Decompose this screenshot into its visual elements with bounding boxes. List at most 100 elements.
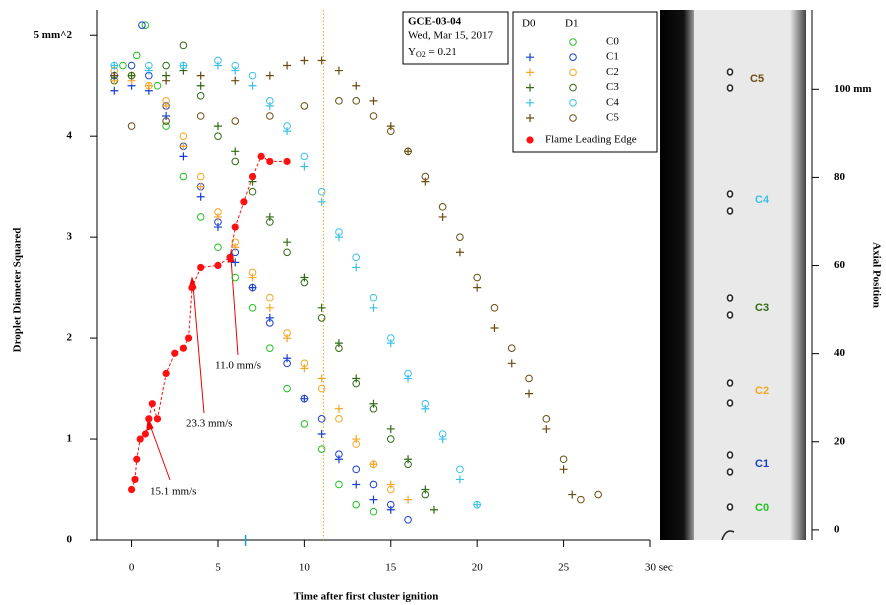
- flame-point: [128, 486, 135, 493]
- point: [197, 214, 204, 221]
- point: [249, 284, 257, 292]
- photo-dark-strip: [660, 10, 694, 540]
- point: [120, 62, 127, 69]
- legend-label: C3: [606, 81, 619, 93]
- point: [508, 345, 515, 352]
- point: [560, 456, 567, 463]
- point: [457, 234, 464, 241]
- point: [110, 87, 118, 95]
- point: [266, 304, 274, 312]
- point: [336, 98, 343, 105]
- y2-tick-label: 0: [834, 523, 840, 535]
- y-tick-label: 4: [67, 130, 73, 142]
- point: [232, 118, 239, 125]
- point: [318, 446, 325, 453]
- flame-point: [214, 262, 221, 269]
- point: [578, 496, 585, 503]
- point: [197, 183, 205, 191]
- point: [267, 345, 274, 352]
- point: [318, 315, 325, 322]
- point: [318, 374, 326, 382]
- point: [370, 113, 377, 120]
- point: [352, 480, 360, 488]
- info-y: Y: [408, 46, 416, 58]
- point: [318, 416, 325, 423]
- point: [353, 501, 360, 508]
- legend-label: C0: [606, 36, 619, 48]
- point: [318, 430, 326, 438]
- info-y-value: = 0.21: [426, 46, 457, 58]
- legend-label: C5: [606, 112, 619, 124]
- y2-tick-label: 20: [834, 435, 846, 447]
- photo-panel: [660, 10, 806, 540]
- point: [370, 97, 378, 105]
- series: [110, 82, 395, 514]
- point: [249, 188, 256, 195]
- point: [197, 193, 205, 201]
- flame-point: [232, 223, 239, 230]
- series: [110, 62, 481, 509]
- y2-axis-title: Axial Position: [870, 242, 882, 308]
- info-date: Wed, Mar 15, 2017: [408, 30, 493, 42]
- point: [526, 375, 533, 382]
- x-tick-label: 0: [129, 562, 135, 574]
- point: [283, 238, 291, 246]
- point: [318, 188, 325, 195]
- point: [300, 56, 308, 64]
- point: [473, 284, 481, 292]
- point: [525, 390, 533, 398]
- point: [300, 395, 308, 403]
- point: [133, 52, 140, 59]
- point: [283, 62, 291, 70]
- x-tick-label: 30 sec: [645, 562, 673, 574]
- point: [179, 62, 187, 70]
- point: [215, 133, 222, 140]
- flame-point: [149, 400, 156, 407]
- flame-point: [154, 415, 161, 422]
- point: [474, 274, 481, 281]
- point: [180, 42, 187, 49]
- y2-tick-label: 40: [834, 347, 846, 359]
- point: [249, 72, 256, 79]
- point: [352, 263, 360, 271]
- annotation: 23.3 mm/s: [186, 418, 232, 430]
- flame-point: [185, 334, 192, 341]
- point: [249, 305, 256, 312]
- cluster-label: C0: [755, 502, 769, 514]
- y2-tick-label: 60: [834, 259, 846, 271]
- flame-point: [188, 284, 195, 291]
- point: [404, 496, 412, 504]
- point: [456, 475, 464, 483]
- flame-point: [258, 153, 265, 160]
- point: [197, 173, 204, 180]
- point: [457, 466, 464, 473]
- annotation: 15.1 mm/s: [150, 486, 196, 498]
- series: [111, 22, 411, 523]
- y-tick-label: 2: [67, 332, 73, 344]
- point: [300, 162, 308, 170]
- point: [163, 62, 170, 69]
- point: [370, 508, 377, 515]
- point: [439, 204, 446, 211]
- point: [543, 416, 550, 423]
- point: [215, 244, 222, 251]
- point: [568, 491, 576, 499]
- point: [231, 77, 239, 85]
- flame-point: [145, 415, 152, 422]
- x-axis-title: Time after first cluster ignition: [294, 591, 439, 603]
- point: [352, 82, 360, 90]
- legend-header: D0: [522, 18, 536, 30]
- point: [370, 294, 377, 301]
- point: [318, 385, 325, 392]
- point: [180, 133, 187, 140]
- point: [267, 294, 274, 301]
- point: [508, 359, 516, 367]
- cluster-label: C1: [755, 458, 769, 470]
- flame-point: [133, 456, 140, 463]
- point: [387, 425, 395, 433]
- point: [180, 173, 187, 180]
- flame-point: [226, 254, 233, 261]
- flame-point: [171, 350, 178, 357]
- x-tick-label: 5: [215, 562, 221, 574]
- point: [318, 198, 326, 206]
